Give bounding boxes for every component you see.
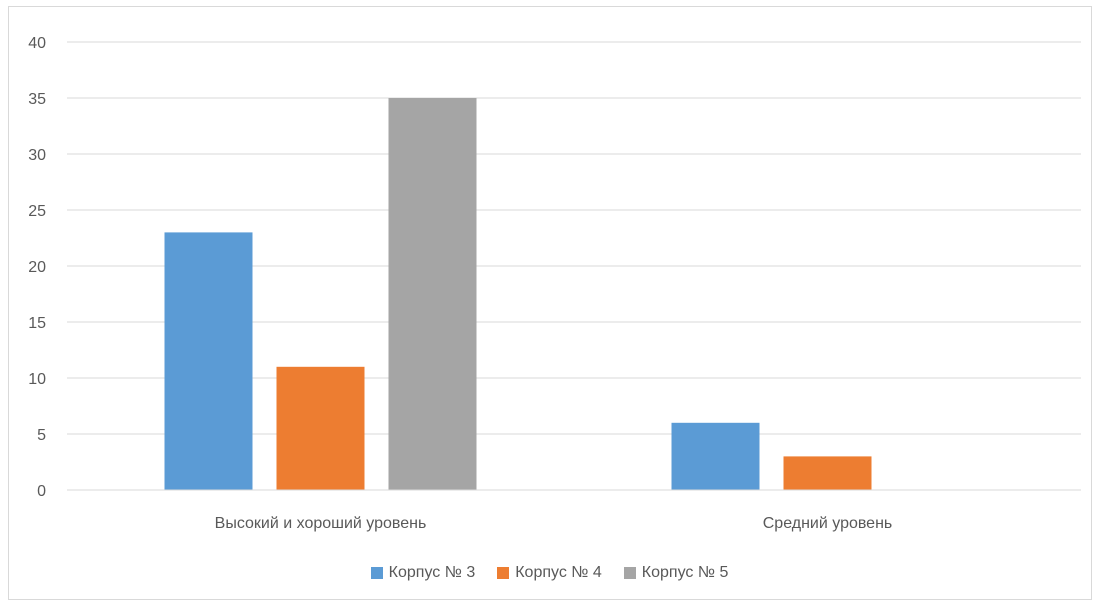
legend-swatch: [370, 567, 383, 579]
legend-item: Корпус № 4: [497, 564, 602, 582]
x-axis-categories: Высокий и хороший уровень Средний уровень: [215, 515, 893, 532]
legend-label: Корпус № 3: [388, 564, 476, 581]
y-tick-label: 35: [28, 91, 46, 108]
x-category-label: Высокий и хороший уровень: [215, 515, 427, 532]
y-tick-label: 0: [37, 483, 46, 500]
y-tick-label: 20: [28, 259, 46, 276]
y-tick-label: 10: [28, 371, 46, 388]
legend-label: Корпус № 4: [515, 564, 602, 581]
y-tick-label: 5: [37, 427, 46, 444]
y-tick-label: 30: [28, 147, 46, 164]
y-axis-ticks: 0 5 10 15 20 25 30 35 40: [28, 35, 46, 500]
y-tick-label: 15: [28, 315, 46, 332]
legend: Корпус № 3 Корпус № 4 Корпус № 5: [0, 564, 1099, 582]
bar: [671, 422, 760, 490]
bar: [164, 232, 253, 490]
y-tick-label: 40: [28, 35, 46, 52]
legend-item: Корпус № 3: [370, 564, 476, 582]
legend-swatch: [497, 567, 510, 579]
legend-item: Корпус № 5: [623, 564, 729, 582]
legend-swatch: [623, 567, 636, 579]
legend-label: Корпус № 5: [641, 564, 729, 581]
bar: [783, 456, 872, 490]
bar: [388, 98, 477, 490]
y-tick-label: 25: [28, 203, 46, 220]
x-category-label: Средний уровень: [763, 515, 893, 532]
bars: [164, 98, 872, 490]
bar: [276, 366, 365, 490]
